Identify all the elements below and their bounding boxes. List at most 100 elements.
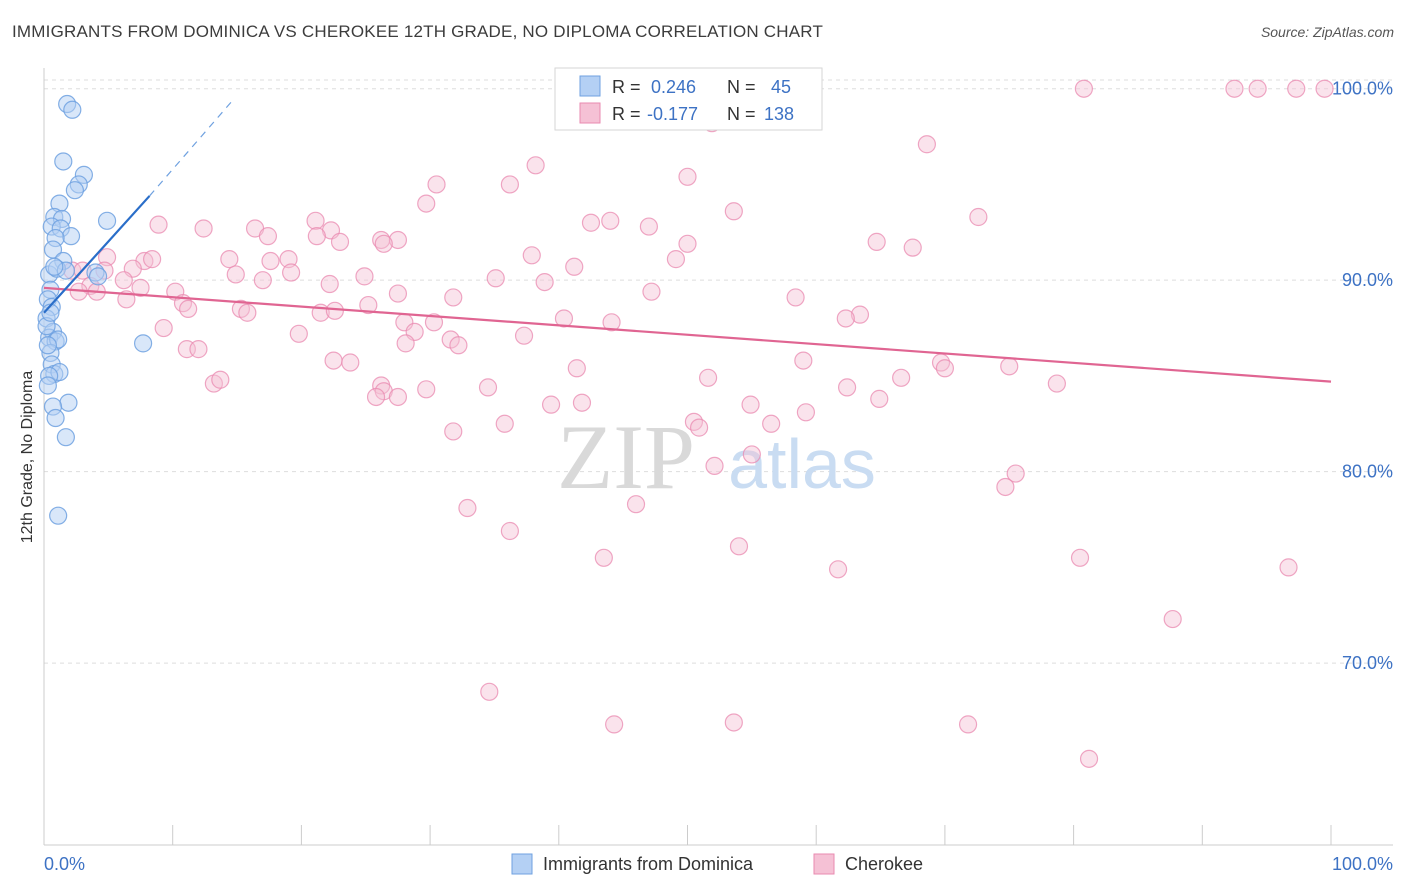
cherokee-point <box>424 313 444 332</box>
legend-swatch-cherokee <box>579 102 601 124</box>
cherokee-point <box>417 380 436 399</box>
cherokee-point <box>324 351 343 370</box>
cherokee-point <box>486 269 505 288</box>
dominica-point <box>97 211 117 230</box>
cherokee-point <box>444 288 463 307</box>
cherokee-point <box>867 232 886 251</box>
dominica-point <box>63 100 82 119</box>
cherokee-point <box>495 414 514 433</box>
cherokee-point <box>307 227 326 246</box>
cherokee-point <box>514 326 534 345</box>
cherokee-point <box>478 378 498 397</box>
cherokee-point <box>179 299 198 319</box>
cherokee-point <box>97 248 117 267</box>
cherokee-point <box>762 414 781 433</box>
dominica-point <box>49 506 68 525</box>
cherokee-point <box>1070 548 1090 567</box>
watermark-atlas: atlas <box>728 425 876 503</box>
series-label-cherokee: Cherokee <box>845 854 923 874</box>
cherokee-point <box>341 353 360 372</box>
cherokee-point <box>684 412 704 431</box>
cherokee-point <box>417 194 436 213</box>
cherokee-point <box>724 202 743 221</box>
cherokee-point <box>143 250 162 269</box>
dominica-point <box>38 376 57 395</box>
cherokee-point <box>189 340 208 359</box>
y-tick-label: 90.0% <box>1342 270 1393 290</box>
dominica-point <box>46 408 65 428</box>
cherokee-point <box>388 284 408 303</box>
cherokee-trend-line <box>43 286 1332 383</box>
cherokee-point <box>500 175 519 194</box>
cherokee-point <box>1287 79 1306 98</box>
cherokee-point <box>917 135 936 154</box>
cherokee-point <box>567 359 586 378</box>
cherokee-point <box>154 318 173 338</box>
cherokee-point <box>554 309 574 328</box>
source-label: Source: ZipAtlas.com <box>1260 24 1394 40</box>
legend-n-value-1: 45 <box>771 77 791 97</box>
cherokee-point <box>935 359 955 378</box>
cherokee-point <box>639 217 658 236</box>
dominica-point <box>45 257 64 276</box>
cherokee-point <box>850 305 870 324</box>
cherokee-point <box>427 175 446 194</box>
cherokee-point <box>1279 558 1298 577</box>
cherokee-point <box>836 309 855 328</box>
cherokee-point <box>258 227 278 246</box>
cherokee-point <box>1248 79 1267 98</box>
cherokee-point <box>1079 749 1099 768</box>
cherokee-point <box>666 250 686 269</box>
cherokee-point <box>526 156 545 175</box>
cherokee-point <box>969 207 988 227</box>
cherokee-point <box>1000 357 1019 376</box>
legend-swatch-dominica <box>579 75 601 97</box>
dominica-point <box>61 227 81 246</box>
cherokee-point <box>1315 79 1334 98</box>
y-axis-label-group: 12th Grade, No Diploma <box>19 371 36 544</box>
cherokee-point <box>601 211 620 230</box>
cherokee-point <box>602 313 621 332</box>
dominica-point <box>38 336 57 355</box>
dominica-trend-extension <box>149 97 235 197</box>
cherokee-point <box>996 477 1015 497</box>
dominica-point <box>88 267 108 286</box>
cherokee-point <box>320 274 339 294</box>
cherokee-point <box>330 232 350 251</box>
cherokee-point <box>355 267 374 286</box>
cherokee-point <box>594 548 613 567</box>
legend-n-label-2: N = <box>727 104 756 124</box>
cherokee-point <box>449 336 468 355</box>
cherokee-point <box>581 213 601 232</box>
cherokee-point <box>626 495 646 514</box>
series-swatch-dominica <box>511 853 533 875</box>
cherokee-point <box>1006 464 1025 483</box>
cherokee-point <box>282 263 301 282</box>
dominica-trend-line <box>43 195 151 314</box>
cherokee-point <box>729 537 749 556</box>
cherokee-point <box>605 715 624 734</box>
cherokee-point <box>698 368 718 387</box>
cherokee-point <box>794 351 813 370</box>
cherokee-point <box>1225 79 1244 98</box>
dominica-point <box>59 393 78 412</box>
cherokee-point <box>388 387 408 407</box>
series-legend: Immigrants from Dominica Cherokee <box>511 853 923 875</box>
x-tick-label: 100.0% <box>1332 854 1393 874</box>
cherokee-point <box>325 301 344 320</box>
legend-r-value-2: -0.177 <box>647 104 698 124</box>
legend-r-label-2: R = <box>612 104 641 124</box>
cherokee-point <box>796 403 816 422</box>
cherokee-point <box>374 234 393 253</box>
cherokee-point <box>837 378 857 397</box>
watermark-zip: ZIP <box>557 406 695 508</box>
cherokee-point <box>565 257 584 276</box>
cherokee-point <box>149 215 168 234</box>
y-tick-label: 70.0% <box>1342 653 1393 673</box>
cherokee-point <box>359 295 378 315</box>
cherokee-point <box>870 389 889 408</box>
watermark: ZIP atlas <box>557 406 876 508</box>
cherokee-point <box>458 498 477 518</box>
cherokee-point <box>786 288 805 307</box>
cherokee-point <box>289 324 308 343</box>
